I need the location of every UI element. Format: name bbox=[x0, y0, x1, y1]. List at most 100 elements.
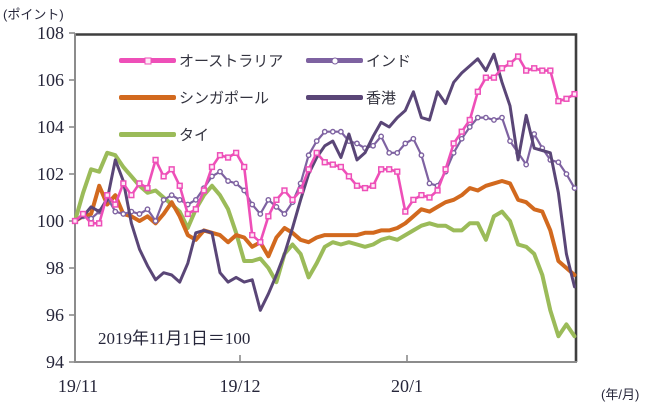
legend-line-sample bbox=[119, 95, 176, 100]
series-marker-square bbox=[104, 192, 111, 199]
series-marker-circle bbox=[523, 161, 530, 168]
series-marker-square bbox=[394, 168, 401, 175]
series-line-4 bbox=[73, 52, 576, 312]
legend-label: オーストラリア bbox=[179, 53, 284, 70]
series-marker-square bbox=[224, 154, 232, 161]
series-marker-circle bbox=[329, 128, 336, 135]
series-marker-square bbox=[176, 182, 183, 189]
series-marker-circle bbox=[249, 201, 256, 208]
series-marker-circle bbox=[426, 180, 433, 187]
series-marker-circle bbox=[144, 206, 151, 213]
series-marker-square bbox=[531, 65, 538, 72]
x-axis-unit-label: (年/月) bbox=[601, 387, 640, 402]
series-marker-circle bbox=[394, 149, 401, 156]
series-marker-square bbox=[160, 173, 167, 180]
legend-item: タイ bbox=[119, 116, 303, 153]
series-marker-square bbox=[506, 60, 514, 67]
series-marker-circle bbox=[257, 211, 264, 217]
series-marker-circle bbox=[410, 135, 417, 142]
series-marker-square bbox=[458, 128, 465, 135]
series-marker-square bbox=[313, 149, 320, 156]
series-marker-square bbox=[450, 140, 457, 147]
series-marker-square bbox=[329, 161, 336, 168]
y-tick-label: 100 bbox=[37, 211, 64, 231]
series-marker-square bbox=[377, 166, 385, 173]
series-marker-square bbox=[216, 152, 224, 159]
y-tick-label: 108 bbox=[37, 23, 64, 43]
series-marker-circle bbox=[233, 180, 240, 187]
series-marker-square bbox=[498, 65, 506, 72]
series-marker-square bbox=[87, 220, 95, 227]
series-marker-circle bbox=[136, 211, 143, 217]
series-marker-circle bbox=[112, 208, 119, 215]
series-marker-square bbox=[410, 196, 417, 203]
series-line-2 bbox=[73, 150, 577, 339]
series-marker-square bbox=[265, 213, 272, 220]
series-marker-circle bbox=[337, 128, 344, 135]
series-marker-square bbox=[281, 187, 288, 194]
x-tick-label: 19/11 bbox=[58, 376, 98, 396]
series-marker-circle bbox=[168, 192, 175, 199]
series-marker-circle bbox=[555, 159, 562, 166]
legend-line-sample bbox=[306, 95, 363, 100]
series-marker-square bbox=[289, 196, 296, 203]
series-marker-circle bbox=[354, 140, 360, 147]
series-marker-circle bbox=[491, 117, 497, 123]
series-marker-square bbox=[71, 217, 79, 225]
series-marker-square bbox=[482, 74, 490, 81]
series-marker-square bbox=[442, 166, 449, 173]
series-marker-square bbox=[152, 156, 159, 164]
series-marker-circle bbox=[531, 131, 538, 137]
x-tick-label: 20/1 bbox=[391, 376, 423, 396]
series-marker-square bbox=[144, 184, 151, 192]
legend-label: タイ bbox=[179, 127, 210, 144]
y-tick-label: 104 bbox=[37, 117, 64, 137]
series-marker-circle bbox=[378, 133, 385, 140]
series-marker-square bbox=[337, 163, 345, 171]
series-marker-circle bbox=[313, 138, 320, 145]
legend-line-sample bbox=[119, 132, 176, 137]
series-marker-circle bbox=[474, 114, 481, 121]
series-marker-circle bbox=[160, 196, 167, 203]
series-marker-square bbox=[555, 98, 562, 105]
series-marker-square bbox=[474, 88, 481, 95]
series-marker-circle bbox=[571, 185, 578, 192]
legend-marker-circle bbox=[331, 57, 338, 64]
legend-item: オーストラリア bbox=[119, 42, 303, 79]
series-marker-circle bbox=[152, 218, 159, 224]
y-tick-label: 94 bbox=[46, 352, 64, 372]
legend-line-sample bbox=[119, 57, 176, 64]
series-marker-square bbox=[369, 182, 377, 189]
series-marker-circle bbox=[418, 152, 425, 159]
series-marker-square bbox=[386, 166, 393, 173]
series-marker-circle bbox=[466, 124, 473, 130]
plot-border bbox=[75, 33, 578, 362]
series-marker-square bbox=[208, 163, 216, 171]
y-tick-label: 102 bbox=[37, 164, 64, 184]
series-marker-square bbox=[184, 210, 191, 218]
series-marker-square bbox=[120, 180, 127, 187]
legend-label: 香港 bbox=[366, 90, 397, 107]
series-marker-square bbox=[232, 149, 240, 156]
legend-marker-square bbox=[144, 57, 151, 64]
series-marker-square bbox=[273, 196, 280, 203]
series-marker-square bbox=[514, 53, 522, 60]
series-marker-square bbox=[200, 187, 208, 194]
y-tick-label: 98 bbox=[46, 258, 64, 278]
series-marker-square bbox=[361, 184, 369, 192]
series-marker-square bbox=[523, 67, 530, 74]
base-value-annotation: 2019年11月1日＝100 bbox=[98, 329, 251, 348]
series-marker-square bbox=[402, 208, 409, 215]
series-marker-square bbox=[571, 90, 578, 98]
series-marker-circle bbox=[225, 178, 231, 184]
series-marker-square bbox=[241, 163, 248, 171]
series-marker-square bbox=[321, 159, 328, 166]
series-marker-square bbox=[96, 220, 103, 227]
series-marker-circle bbox=[482, 114, 489, 121]
series-marker-circle bbox=[499, 114, 505, 121]
series-marker-square bbox=[192, 206, 199, 213]
series-marker-circle bbox=[217, 168, 223, 175]
series-marker-circle bbox=[192, 196, 199, 203]
